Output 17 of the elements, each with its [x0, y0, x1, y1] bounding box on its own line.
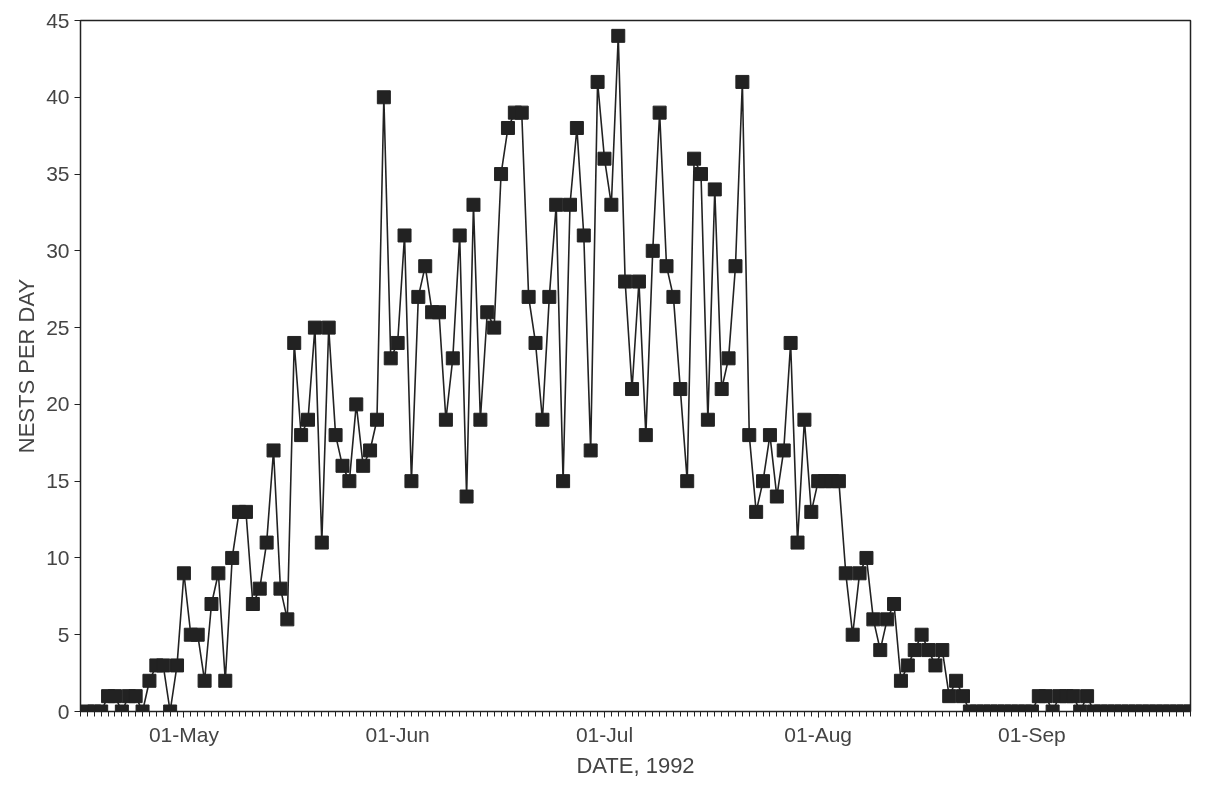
x-tick-label: 01-Sep [998, 722, 1066, 746]
x-axis-title: DATE, 1992 [576, 752, 695, 778]
y-tick-label: 30 [46, 238, 70, 262]
y-axis-title: NESTS PER DAY [14, 278, 40, 454]
y-tick-label: 5 [57, 622, 70, 646]
x-tick-label: 01-Jul [575, 722, 634, 746]
x-tick-label: 01-Aug [784, 722, 853, 746]
y-tick-label: 0 [57, 699, 70, 723]
y-tick-label: 40 [46, 85, 70, 109]
x-tick-label: 01-Jun [365, 722, 430, 746]
y-tick-label: 35 [46, 162, 70, 186]
y-tick-label: 20 [46, 392, 70, 416]
y-tick-label: 25 [46, 315, 70, 339]
y-tick-label: 15 [46, 469, 70, 493]
x-tick-label: 01-May [148, 722, 220, 746]
y-tick-label: 45 [46, 8, 70, 32]
y-tick-label: 10 [46, 545, 70, 569]
